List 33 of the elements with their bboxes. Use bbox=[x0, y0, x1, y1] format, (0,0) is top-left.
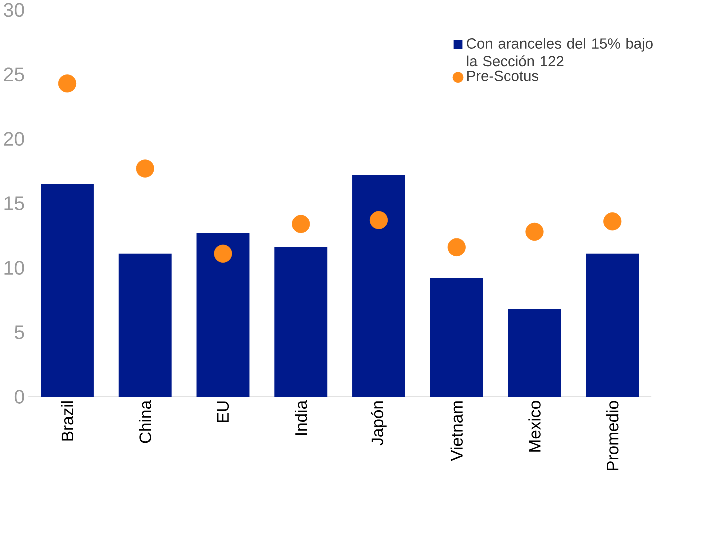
y-tick-label: 15 bbox=[4, 196, 24, 211]
y-tick-label: 25 bbox=[4, 68, 24, 82]
point bbox=[604, 212, 622, 231]
x-tick-label: Japón bbox=[371, 402, 387, 446]
bar bbox=[586, 254, 640, 398]
point bbox=[526, 223, 544, 242]
x-tick-label: Mexico bbox=[528, 401, 541, 452]
bar bbox=[430, 278, 484, 398]
point bbox=[292, 215, 310, 234]
bar bbox=[118, 254, 172, 398]
y-tick-label: 0 bbox=[14, 390, 24, 404]
x-tick-label: India bbox=[295, 400, 308, 436]
y-tick-label: 10 bbox=[4, 261, 24, 276]
legend-label: Con aranceles del 15% bajo la Sección 122 bbox=[467, 38, 653, 67]
bar bbox=[352, 175, 406, 398]
point bbox=[214, 244, 232, 264]
x-tick-label: EU bbox=[217, 402, 230, 422]
x-tick-label: Promedio bbox=[606, 401, 619, 471]
x-tick-label: Brazil bbox=[61, 402, 74, 441]
x-tick-label: Vietnam bbox=[450, 402, 464, 462]
point bbox=[370, 211, 388, 230]
point bbox=[136, 160, 154, 178]
bar bbox=[196, 233, 250, 398]
bar bbox=[508, 309, 562, 398]
bar bbox=[41, 184, 94, 398]
y-tick-label: 30 bbox=[4, 3, 24, 18]
bar bbox=[274, 248, 328, 398]
x-tick-label: China bbox=[139, 400, 152, 444]
point bbox=[58, 74, 77, 93]
y-tick-label: 20 bbox=[4, 132, 24, 146]
point bbox=[448, 238, 466, 257]
legend-label: Pre-Scotus bbox=[468, 71, 539, 82]
y-tick-label: 5 bbox=[14, 326, 24, 340]
